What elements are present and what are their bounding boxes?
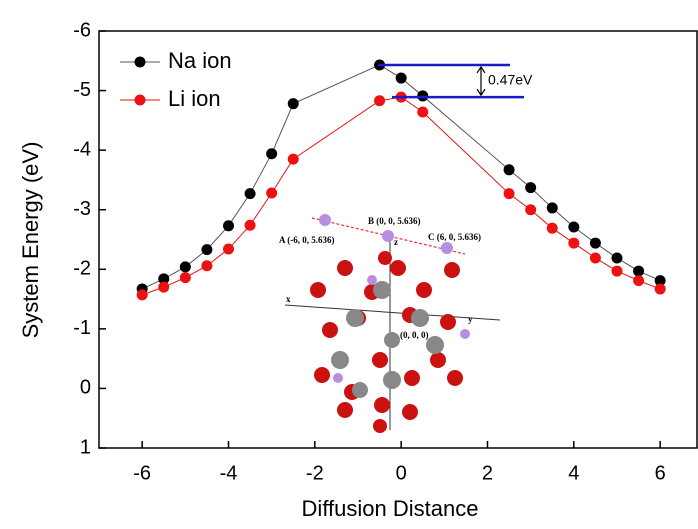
data-point — [266, 187, 278, 199]
data-point — [546, 222, 558, 234]
y-tick-label: -3 — [73, 198, 91, 220]
inset-label: B (0, 0, 5.636) — [368, 216, 421, 226]
data-point — [525, 182, 537, 194]
data-point — [222, 243, 234, 255]
data-point — [589, 237, 601, 249]
data-point — [179, 272, 191, 284]
y-tick-label: -4 — [73, 138, 91, 160]
data-point — [244, 188, 256, 200]
x-tick-label: 4 — [568, 462, 579, 484]
data-point — [503, 188, 515, 200]
y-tick-label: 1 — [80, 436, 91, 458]
y-tick-label: -6 — [73, 19, 91, 41]
data-point — [266, 148, 278, 160]
inset-label: (0, 0, 0) — [400, 330, 429, 340]
x-axis-label: Diffusion Distance — [302, 496, 479, 521]
plot-frame — [98, 30, 698, 449]
x-tick-label: 2 — [482, 462, 493, 484]
inset-label: A (-6, 0, 5.636) — [279, 235, 335, 245]
legend-marker — [134, 94, 146, 106]
x-tick-label: 0 — [396, 462, 407, 484]
legend-label: Li ion — [168, 86, 221, 111]
data-point — [287, 98, 299, 110]
legend-label: Na ion — [168, 48, 232, 73]
data-point — [222, 220, 234, 232]
y-tick-label: -2 — [73, 258, 91, 280]
data-point — [611, 265, 623, 277]
data-point — [244, 219, 256, 231]
data-point — [395, 72, 407, 84]
data-point — [179, 261, 191, 273]
data-point — [589, 252, 601, 264]
data-point — [374, 95, 386, 107]
data-point — [158, 281, 170, 293]
inset-molecule — [284, 214, 501, 433]
x-tick-label: 6 — [655, 462, 666, 484]
data-point — [546, 202, 558, 214]
data-point — [417, 106, 429, 118]
data-point — [287, 153, 299, 165]
data-point — [611, 252, 623, 264]
data-point — [568, 221, 580, 233]
data-point — [158, 273, 170, 285]
plot: -6 -5 -4 -3 -2 -1 0 1 -6 -4 -2 0 2 4 6 Na ion Li ion 0.47… — [73, 19, 666, 484]
data-point — [633, 265, 645, 277]
data-point — [503, 164, 515, 176]
data-point — [136, 289, 148, 301]
data-point — [201, 244, 213, 256]
x-tick-label: -6 — [133, 462, 151, 484]
data-point — [654, 275, 666, 287]
annotation-arrowhead — [476, 65, 486, 97]
y-tick-label: -5 — [73, 79, 91, 101]
inset-label: C (6, 0, 5.636) — [428, 232, 481, 242]
annotation-text: 0.47eV — [488, 72, 533, 88]
data-point — [525, 204, 537, 216]
y-tick-label: 0 — [80, 377, 91, 399]
inset-label: y — [468, 314, 473, 324]
inset-label: z — [394, 237, 398, 247]
data-point — [633, 275, 645, 287]
x-tick-label: -4 — [220, 462, 238, 484]
y-axis-label: System Energy (eV) — [18, 142, 43, 339]
data-point — [568, 237, 580, 249]
inset-label: x — [286, 294, 291, 304]
data-point — [201, 260, 213, 272]
y-tick-label: -1 — [73, 317, 91, 339]
legend-marker — [134, 56, 146, 68]
data-point — [654, 283, 666, 295]
x-tick-label: -2 — [306, 462, 324, 484]
